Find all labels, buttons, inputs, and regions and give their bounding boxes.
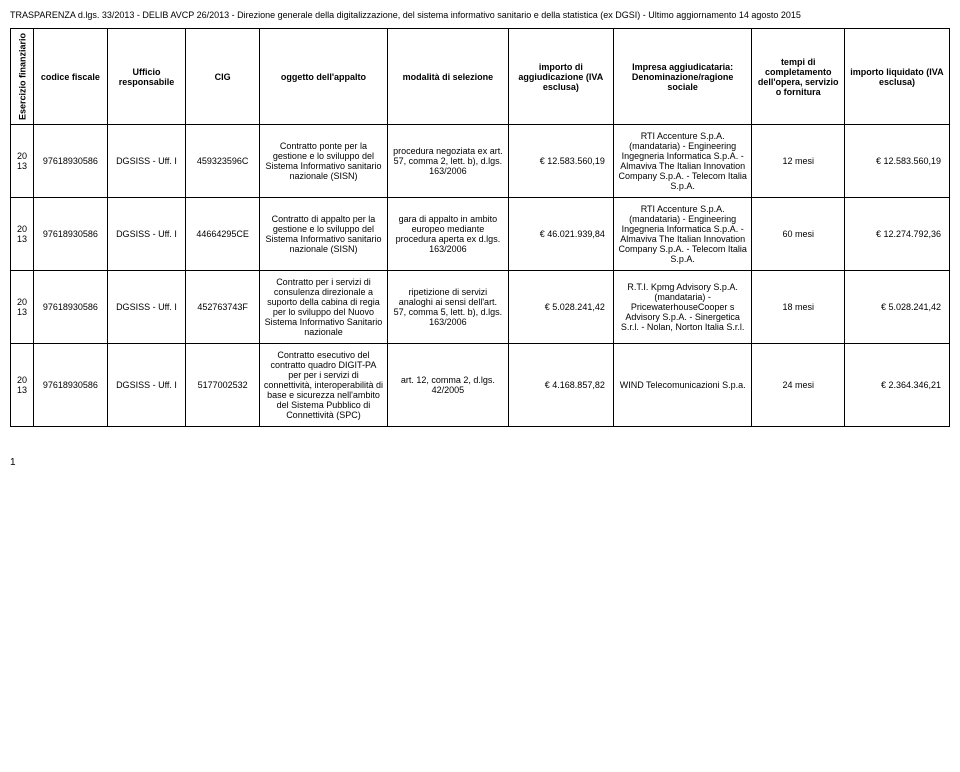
header-ufficio: Ufficio responsabile — [107, 29, 186, 125]
cell-importo_liq: € 12.583.560,19 — [844, 125, 949, 198]
cell-oggetto: Contratto di appalto per la gestione e l… — [259, 198, 387, 271]
header-tempi: tempi di completamento dell'opera, servi… — [752, 29, 844, 125]
cell-oggetto: Contratto esecutivo del contratto quadro… — [259, 344, 387, 427]
cell-ufficio: DGSISS - Uff. I — [107, 125, 186, 198]
header-esercizio: Esercizio finanziario — [11, 29, 34, 125]
cell-modalita: gara di appalto in ambito europeo median… — [388, 198, 509, 271]
cell-cig: 5177002532 — [186, 344, 260, 427]
cell-impresa: RTI Accenture S.p.A. (mandataria) - Engi… — [613, 198, 752, 271]
header-codice: codice fiscale — [34, 29, 108, 125]
page-number: 1 — [10, 457, 950, 468]
cell-importo_agg: € 46.021.939,84 — [508, 198, 613, 271]
cell-modalita: ripetizione di servizi analoghi ai sensi… — [388, 271, 509, 344]
cell-modalita: art. 12, comma 2, d.lgs. 42/2005 — [388, 344, 509, 427]
procurement-table: Esercizio finanziario codice fiscale Uff… — [10, 28, 950, 427]
cell-ufficio: DGSISS - Uff. I — [107, 271, 186, 344]
cell-cig: 452763743F — [186, 271, 260, 344]
cell-esercizio: 2013 — [11, 198, 34, 271]
cell-tempi: 60 mesi — [752, 198, 844, 271]
header-impresa: Impresa aggiudicataria: Denominazione/ra… — [613, 29, 752, 125]
table-row: 201397618930586DGSISS - Uff. I452763743F… — [11, 271, 950, 344]
cell-codice: 97618930586 — [34, 198, 108, 271]
header-importo-liq: importo liquidato (IVA esclusa) — [844, 29, 949, 125]
cell-impresa: RTI Accenture S.p.A. (mandataria) - Engi… — [613, 125, 752, 198]
cell-modalita: procedura negoziata ex art. 57, comma 2,… — [388, 125, 509, 198]
table-row: 201397618930586DGSISS - Uff. I44664295CE… — [11, 198, 950, 271]
cell-importo_agg: € 4.168.857,82 — [508, 344, 613, 427]
cell-tempi: 24 mesi — [752, 344, 844, 427]
cell-tempi: 18 mesi — [752, 271, 844, 344]
cell-esercizio: 2013 — [11, 271, 34, 344]
cell-importo_agg: € 12.583.560,19 — [508, 125, 613, 198]
cell-importo_liq: € 12.274.792,36 — [844, 198, 949, 271]
cell-cig: 44664295CE — [186, 198, 260, 271]
cell-importo_agg: € 5.028.241,42 — [508, 271, 613, 344]
cell-importo_liq: € 5.028.241,42 — [844, 271, 949, 344]
cell-codice: 97618930586 — [34, 125, 108, 198]
header-importo-agg: importo di aggiudicazione (IVA esclusa) — [508, 29, 613, 125]
cell-cig: 459323596C — [186, 125, 260, 198]
header-cig: CIG — [186, 29, 260, 125]
header-row: Esercizio finanziario codice fiscale Uff… — [11, 29, 950, 125]
cell-oggetto: Contratto ponte per la gestione e lo svi… — [259, 125, 387, 198]
cell-esercizio: 2013 — [11, 125, 34, 198]
cell-esercizio: 2013 — [11, 344, 34, 427]
cell-codice: 97618930586 — [34, 271, 108, 344]
cell-impresa: WIND Telecomunicazioni S.p.a. — [613, 344, 752, 427]
header-oggetto: oggetto dell'appalto — [259, 29, 387, 125]
document-title: TRASPARENZA d.lgs. 33/2013 - DELIB AVCP … — [10, 10, 950, 20]
cell-importo_liq: € 2.364.346,21 — [844, 344, 949, 427]
cell-codice: 97618930586 — [34, 344, 108, 427]
cell-ufficio: DGSISS - Uff. I — [107, 198, 186, 271]
cell-tempi: 12 mesi — [752, 125, 844, 198]
cell-impresa: R.T.I. Kpmg Advisory S.p.A. (mandataria)… — [613, 271, 752, 344]
cell-ufficio: DGSISS - Uff. I — [107, 344, 186, 427]
table-row: 201397618930586DGSISS - Uff. I5177002532… — [11, 344, 950, 427]
table-row: 201397618930586DGSISS - Uff. I459323596C… — [11, 125, 950, 198]
cell-oggetto: Contratto per i servizi di consulenza di… — [259, 271, 387, 344]
header-modalita: modalità di selezione — [388, 29, 509, 125]
